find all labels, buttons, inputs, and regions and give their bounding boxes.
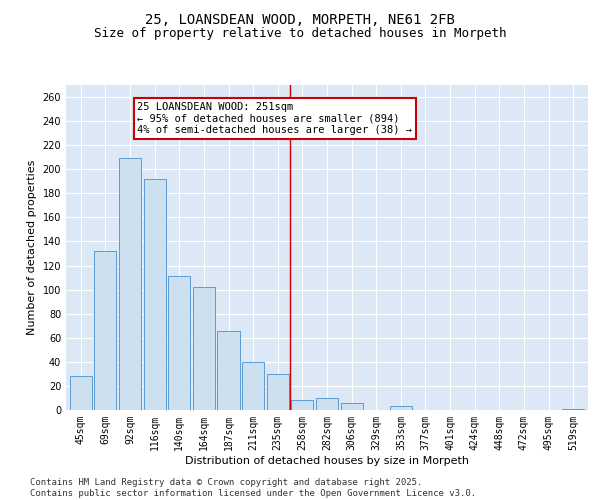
Bar xyxy=(316,398,338,410)
Bar xyxy=(341,403,363,410)
Bar xyxy=(291,400,313,410)
Text: Size of property relative to detached houses in Morpeth: Size of property relative to detached ho… xyxy=(94,28,506,40)
Bar xyxy=(94,251,116,410)
Bar xyxy=(193,287,215,410)
X-axis label: Distribution of detached houses by size in Morpeth: Distribution of detached houses by size … xyxy=(185,456,469,466)
Text: 25 LOANSDEAN WOOD: 251sqm
← 95% of detached houses are smaller (894)
4% of semi-: 25 LOANSDEAN WOOD: 251sqm ← 95% of detac… xyxy=(137,102,412,135)
Bar xyxy=(266,374,289,410)
Bar xyxy=(119,158,141,410)
Bar xyxy=(242,362,264,410)
Y-axis label: Number of detached properties: Number of detached properties xyxy=(27,160,37,335)
Text: 25, LOANSDEAN WOOD, MORPETH, NE61 2FB: 25, LOANSDEAN WOOD, MORPETH, NE61 2FB xyxy=(145,12,455,26)
Bar xyxy=(143,179,166,410)
Bar xyxy=(70,376,92,410)
Bar xyxy=(217,330,239,410)
Bar xyxy=(562,409,584,410)
Text: Contains HM Land Registry data © Crown copyright and database right 2025.
Contai: Contains HM Land Registry data © Crown c… xyxy=(30,478,476,498)
Bar xyxy=(168,276,190,410)
Bar xyxy=(390,406,412,410)
